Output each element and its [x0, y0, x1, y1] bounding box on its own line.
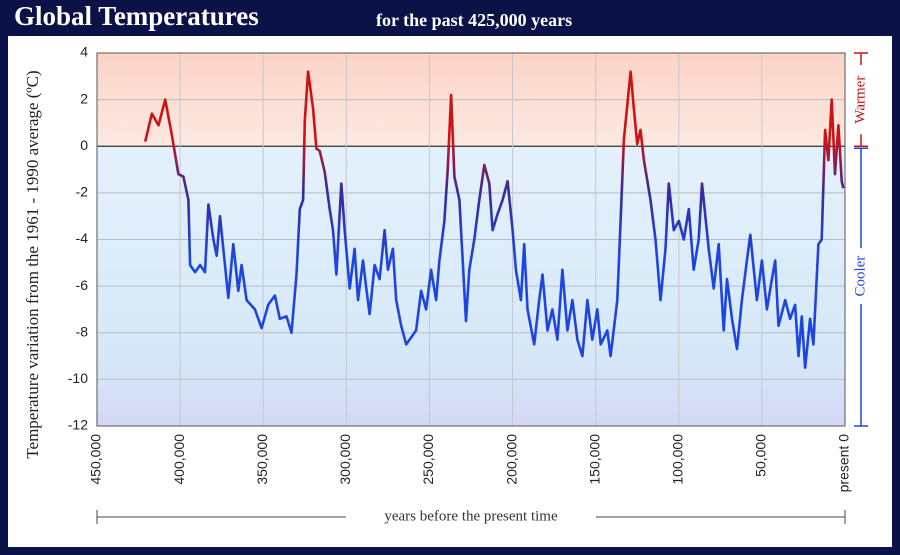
y-tick-label: 2 — [80, 90, 88, 106]
plot-border — [96, 52, 846, 427]
cool-label-bg — [853, 248, 869, 305]
warm-label-bg — [853, 65, 869, 135]
x-tick-label: 100,000 — [669, 434, 685, 485]
temperature-line — [143, 70, 845, 369]
warm-label: Warmer — [852, 76, 868, 124]
x-tick-label: 50,000 — [753, 434, 769, 477]
cool-label: Cooler — [852, 256, 868, 297]
y-axis-label: Temperature variation from the 1961 - 19… — [23, 70, 42, 458]
x-tick-label: present 0 — [836, 434, 852, 493]
y-tick-label: -10 — [68, 370, 88, 386]
y-tick-label: -4 — [76, 230, 89, 246]
x-tick-label: 200,000 — [503, 434, 519, 485]
chart-title: Global Temperatures — [14, 1, 259, 31]
x-label-bg — [346, 508, 596, 526]
x-tick-label: 400,000 — [171, 434, 187, 485]
y-tick-label: -8 — [76, 323, 89, 339]
x-tick-label: 450,000 — [88, 434, 104, 485]
x-tick-label: 250,000 — [420, 434, 436, 485]
x-tick-label: 350,000 — [254, 434, 270, 485]
y-tick-label: 0 — [80, 137, 88, 153]
y-tick-label: -12 — [68, 417, 88, 433]
x-tick-label: 150,000 — [586, 434, 602, 485]
y-tick-label: 4 — [80, 44, 88, 60]
chart-subtitle: for the past 425,000 years — [376, 10, 572, 30]
y-tick-label: -6 — [76, 277, 89, 293]
y-tick-label: -2 — [76, 184, 89, 200]
x-tick-label: 300,000 — [337, 434, 353, 485]
x-axis-label: years before the present time — [384, 508, 558, 524]
